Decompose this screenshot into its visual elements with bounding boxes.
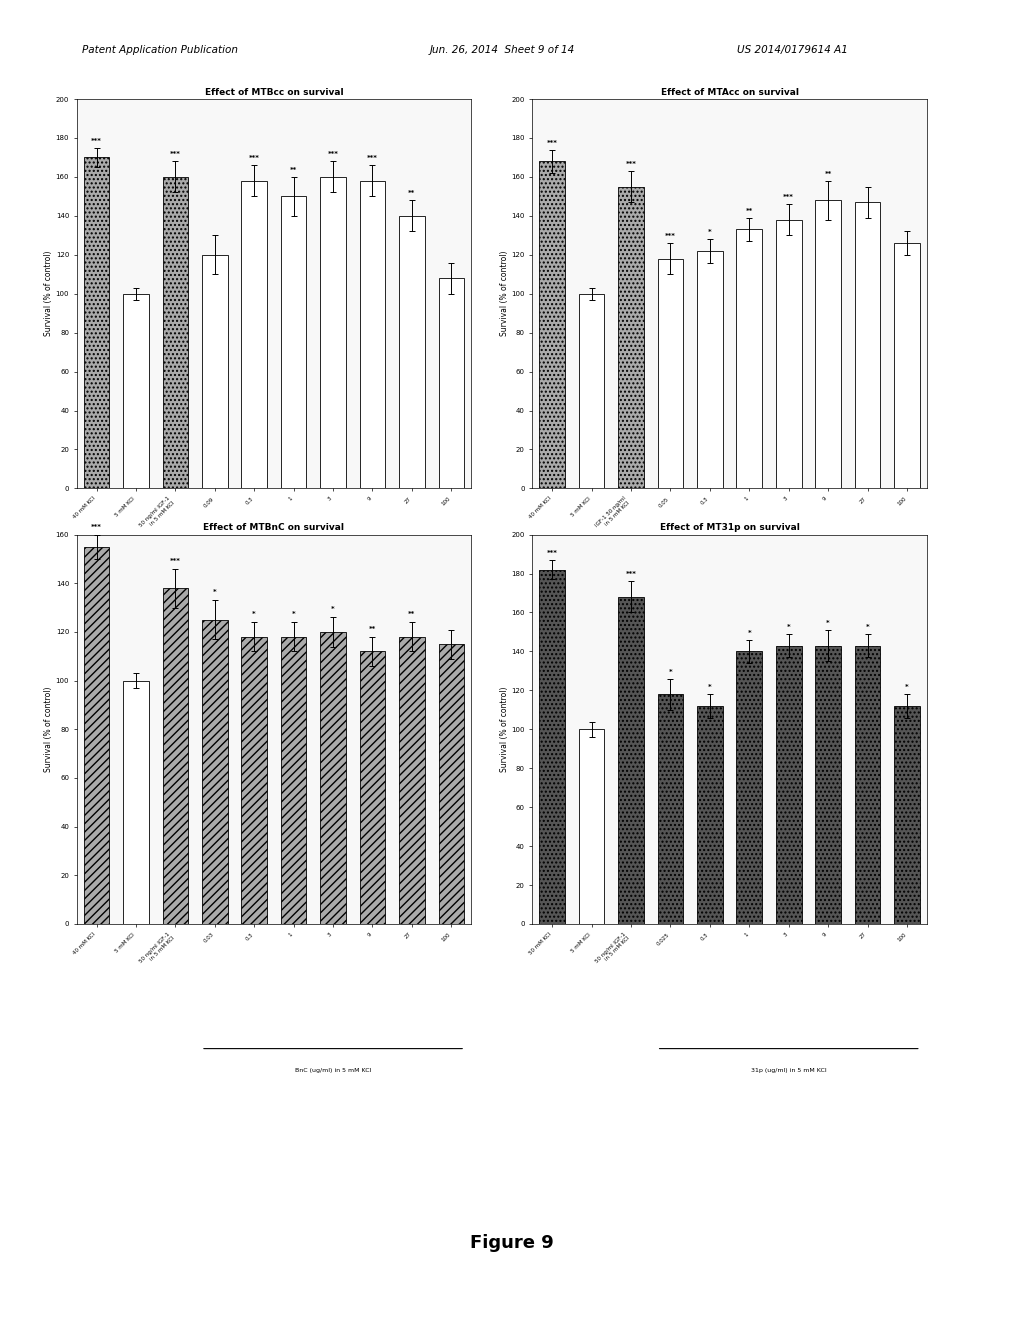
Bar	[618, 186, 644, 488]
Bar	[438, 279, 464, 488]
Bar	[855, 202, 881, 488]
Text: *: *	[865, 624, 869, 630]
Text: ***: ***	[249, 156, 260, 161]
Text: *: *	[905, 684, 909, 690]
Bar	[123, 681, 148, 924]
Text: **: **	[824, 170, 831, 177]
Text: *: *	[708, 230, 712, 235]
Text: ***: ***	[91, 524, 102, 529]
Title: Effect of MT31p on survival: Effect of MT31p on survival	[659, 524, 800, 532]
Text: **: **	[409, 190, 416, 197]
Bar	[84, 157, 110, 488]
Text: **: **	[745, 207, 753, 214]
Bar	[815, 645, 841, 924]
Text: ***: ***	[91, 137, 102, 144]
Bar	[321, 632, 346, 924]
Text: *: *	[748, 630, 752, 636]
Bar	[855, 645, 881, 924]
Bar	[815, 201, 841, 488]
Text: ***: ***	[665, 234, 676, 239]
Text: ***: ***	[367, 156, 378, 161]
Text: *: *	[708, 684, 712, 690]
Title: Effect of MTAcc on survival: Effect of MTAcc on survival	[660, 88, 799, 96]
Text: ***: ***	[626, 161, 637, 168]
Bar	[242, 636, 267, 924]
Bar	[163, 177, 188, 488]
Text: ***: ***	[170, 152, 181, 157]
Bar	[359, 652, 385, 924]
Text: 31p (ug/ml) in 5 mM KCl: 31p (ug/ml) in 5 mM KCl	[751, 1068, 826, 1073]
Text: **: **	[290, 168, 297, 173]
Bar	[281, 636, 306, 924]
Bar	[776, 219, 802, 488]
Text: *: *	[213, 590, 217, 595]
Bar	[736, 652, 762, 924]
Bar	[84, 546, 110, 924]
Bar	[697, 251, 723, 488]
Text: ***: ***	[783, 194, 795, 201]
Bar	[579, 294, 604, 488]
Bar	[894, 243, 920, 488]
Bar	[399, 215, 425, 488]
Y-axis label: Survival (% of control): Survival (% of control)	[500, 251, 509, 337]
Title: Effect of MTBcc on survival: Effect of MTBcc on survival	[205, 88, 343, 96]
Text: **: **	[409, 611, 416, 618]
Text: BnC (ug/ml) in 5 mM KCl: BnC (ug/ml) in 5 mM KCl	[295, 1068, 372, 1073]
Bar	[736, 230, 762, 488]
Bar	[540, 161, 565, 488]
Bar	[438, 644, 464, 924]
Text: *: *	[252, 611, 256, 618]
Y-axis label: Survival (% of control): Survival (% of control)	[44, 686, 53, 772]
Bar	[657, 259, 683, 488]
Text: US 2014/0179614 A1: US 2014/0179614 A1	[737, 45, 848, 55]
Text: Bcc (ug/ml) in 5 mM KCl: Bcc (ug/ml) in 5 mM KCl	[296, 632, 371, 638]
Bar	[776, 645, 802, 924]
Bar	[399, 636, 425, 924]
Text: **: **	[369, 626, 376, 632]
Text: *: *	[786, 624, 791, 630]
Bar	[540, 570, 565, 924]
Bar	[894, 706, 920, 924]
Bar	[657, 694, 683, 924]
Text: ***: ***	[547, 550, 558, 556]
Text: Figure 9: Figure 9	[470, 1234, 554, 1253]
Bar	[202, 255, 227, 488]
Text: Acc (ug/ml) in 5 mM KCl: Acc (ug/ml) in 5 mM KCl	[752, 632, 826, 638]
Bar	[242, 181, 267, 488]
Text: Jun. 26, 2014  Sheet 9 of 14: Jun. 26, 2014 Sheet 9 of 14	[430, 45, 575, 55]
Title: Effect of MTBnC on survival: Effect of MTBnC on survival	[204, 524, 344, 532]
Text: *: *	[292, 611, 296, 618]
Text: ***: ***	[626, 572, 637, 577]
Bar	[123, 294, 148, 488]
Bar	[321, 177, 346, 488]
Bar	[359, 181, 385, 488]
Y-axis label: Survival (% of control): Survival (% of control)	[44, 251, 53, 337]
Text: *: *	[826, 620, 830, 626]
Bar	[163, 589, 188, 924]
Text: ***: ***	[328, 152, 339, 157]
Bar	[579, 729, 604, 924]
Text: *: *	[331, 606, 335, 612]
Text: *: *	[669, 669, 673, 675]
Bar	[202, 620, 227, 924]
Y-axis label: Survival (% of control): Survival (% of control)	[500, 686, 509, 772]
Bar	[618, 597, 644, 924]
Text: Patent Application Publication: Patent Application Publication	[82, 45, 238, 55]
Bar	[697, 706, 723, 924]
Bar	[281, 197, 306, 488]
Text: ***: ***	[170, 558, 181, 564]
Text: ***: ***	[547, 140, 558, 145]
